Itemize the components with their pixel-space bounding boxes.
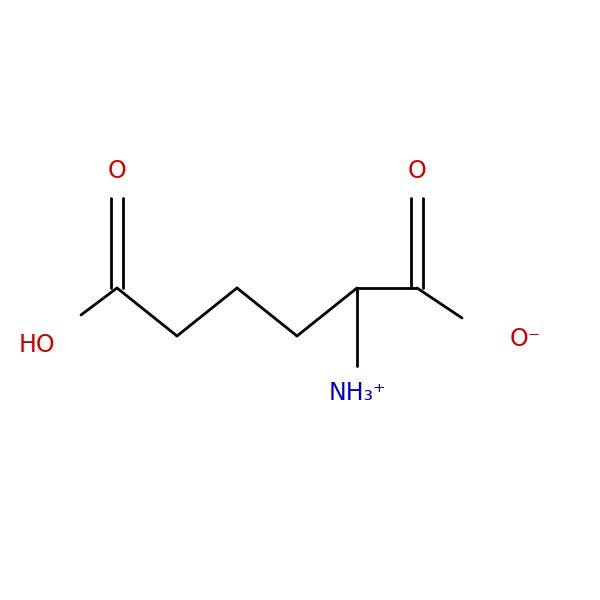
Text: O: O — [407, 159, 427, 183]
Text: O: O — [107, 159, 127, 183]
Text: HO: HO — [19, 333, 56, 357]
Text: NH₃⁺: NH₃⁺ — [328, 381, 386, 405]
Text: O⁻: O⁻ — [510, 327, 541, 351]
